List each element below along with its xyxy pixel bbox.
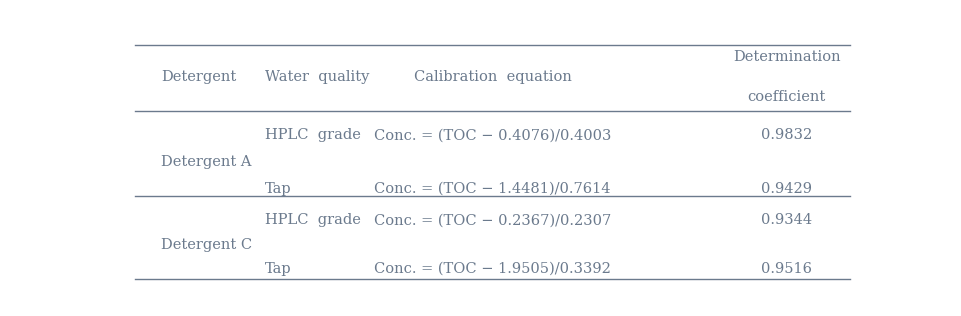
Text: Tap: Tap (265, 262, 292, 276)
Text: HPLC  grade: HPLC grade (265, 213, 361, 228)
Text: Tap: Tap (265, 182, 292, 196)
Text: Conc. = (TOC − 1.9505)/0.3392: Conc. = (TOC − 1.9505)/0.3392 (374, 262, 611, 276)
Text: Conc. = (TOC − 0.2367)/0.2307: Conc. = (TOC − 0.2367)/0.2307 (374, 213, 611, 228)
Text: Detergent C: Detergent C (161, 238, 252, 252)
Text: Detergent: Detergent (161, 70, 236, 84)
Text: 0.9344: 0.9344 (761, 213, 812, 228)
Text: 0.9429: 0.9429 (761, 182, 812, 196)
Text: Conc. = (TOC − 0.4076)/0.4003: Conc. = (TOC − 0.4076)/0.4003 (374, 128, 611, 142)
Text: 0.9832: 0.9832 (761, 128, 812, 142)
Text: Water  quality: Water quality (265, 70, 370, 84)
Text: 0.9516: 0.9516 (761, 262, 812, 276)
Text: Conc. = (TOC − 1.4481)/0.7614: Conc. = (TOC − 1.4481)/0.7614 (374, 182, 611, 196)
Text: Determination: Determination (733, 50, 841, 64)
Text: Detergent A: Detergent A (161, 155, 252, 169)
Text: coefficient: coefficient (748, 90, 825, 104)
Text: Calibration  equation: Calibration equation (413, 70, 572, 84)
Text: HPLC  grade: HPLC grade (265, 128, 361, 142)
